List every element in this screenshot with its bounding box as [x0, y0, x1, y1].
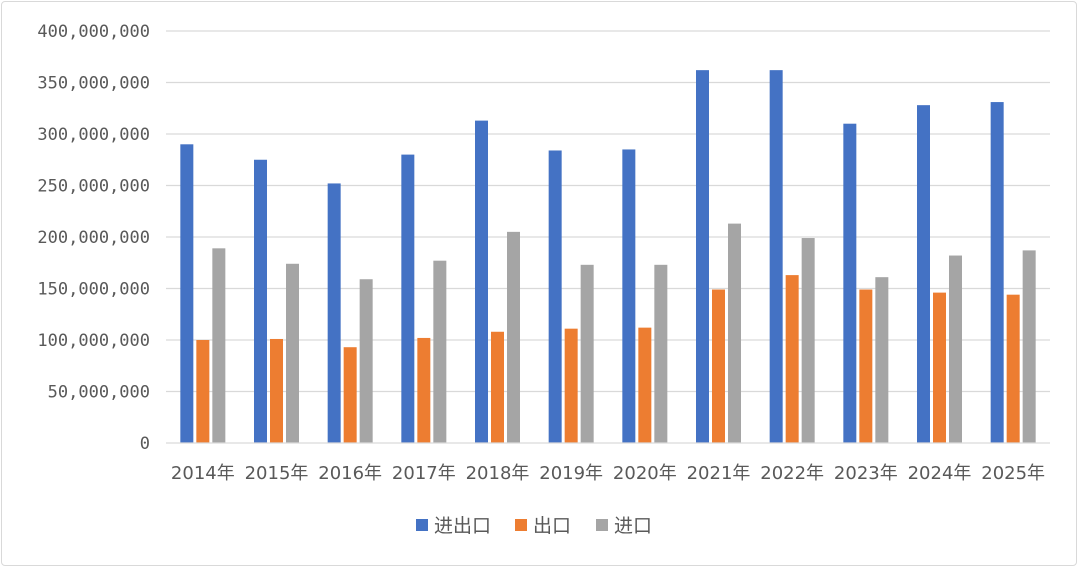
- gridlines: [166, 30, 1050, 393]
- legend: 进出口 出口 进口: [416, 515, 652, 537]
- bar-进出口-2025年: [990, 102, 1004, 443]
- bar-出口-2019年: [564, 328, 578, 443]
- bar-进出口-2015年: [254, 159, 267, 443]
- bar-进口-2018年: [507, 231, 520, 443]
- bar-出口-2024年: [933, 292, 946, 443]
- x-tick-label: 2018年: [466, 463, 530, 484]
- y-tick-label: 200,000,000: [37, 228, 150, 248]
- y-tick-label: 350,000,000: [37, 74, 150, 94]
- bar-进出口-2016年: [327, 183, 341, 443]
- bar-进出口-2014年: [180, 144, 194, 444]
- bar-进出口-2024年: [917, 105, 930, 443]
- bar-进口-2019年: [580, 264, 594, 443]
- bar-进出口-2017年: [401, 154, 415, 443]
- bars: [180, 70, 1036, 444]
- x-tick-label: 2024年: [908, 463, 972, 484]
- x-tick-label: 2022年: [760, 463, 824, 484]
- bar-进出口-2018年: [475, 120, 488, 444]
- x-tick-label: 2015年: [245, 463, 309, 484]
- bar-进口-2024年: [949, 255, 962, 443]
- bar-进出口-2021年: [696, 70, 709, 443]
- x-tick-label: 2025年: [981, 463, 1045, 484]
- bar-出口-2022年: [785, 275, 799, 443]
- bar-出口-2021年: [712, 289, 725, 443]
- y-tick-label: 250,000,000: [37, 177, 150, 197]
- x-tick-label: 2014年: [171, 463, 235, 484]
- legend-swatch: [596, 519, 608, 531]
- bar-出口-2016年: [343, 347, 357, 443]
- bar-进口-2021年: [728, 223, 741, 443]
- bar-出口-2020年: [638, 327, 652, 443]
- x-tick-label: 2016年: [318, 463, 382, 484]
- bar-出口-2023年: [859, 289, 873, 443]
- x-tick-label: 2021年: [687, 463, 751, 484]
- legend-swatch: [515, 519, 527, 531]
- y-tick-label: 50,000,000: [48, 383, 150, 403]
- bar-出口-2014年: [196, 340, 210, 443]
- y-tick-label: 100,000,000: [37, 331, 150, 351]
- x-tick-label: 2019年: [539, 463, 603, 484]
- x-tick-label: 2023年: [834, 463, 898, 484]
- bar-进口-2020年: [654, 264, 668, 443]
- legend-label: 出口: [533, 515, 571, 537]
- bar-出口-2025年: [1006, 294, 1020, 443]
- y-tick-label: 150,000,000: [37, 280, 150, 300]
- y-tick-label: 300,000,000: [37, 125, 150, 145]
- bar-进口-2025年: [1022, 250, 1036, 443]
- bar-进出口-2022年: [769, 70, 783, 443]
- bar-进出口-2020年: [622, 149, 636, 443]
- legend-label: 进口: [614, 515, 652, 537]
- x-axis-tick-labels: 2014年 2015年 2016年 2017年 2018年 2019年 2020年 2021年…: [171, 463, 1045, 484]
- bar-进口-2017年: [433, 260, 447, 443]
- y-tick-label: 0: [140, 434, 150, 454]
- bar-进口-2014年: [212, 248, 226, 443]
- bar-进出口-2019年: [548, 150, 562, 444]
- bar-出口-2018年: [491, 331, 504, 443]
- legend-swatch: [416, 519, 428, 531]
- y-axis-tick-labels: 0 50,000,000 100,000,000 150,000,000 200,000…: [37, 22, 150, 454]
- bar-进口-2016年: [359, 279, 373, 443]
- x-tick-label: 2017年: [392, 463, 456, 484]
- legend-label: 进出口: [434, 515, 491, 537]
- bar-进口-2023年: [875, 277, 889, 443]
- bar-进口-2022年: [801, 238, 815, 443]
- bar-进口-2015年: [286, 263, 299, 443]
- x-tick-label: 2020年: [613, 463, 677, 484]
- y-tick-label: 400,000,000: [37, 22, 150, 42]
- bar-进出口-2023年: [843, 123, 857, 443]
- bar-出口-2015年: [270, 338, 283, 443]
- bar-出口-2017年: [417, 337, 431, 443]
